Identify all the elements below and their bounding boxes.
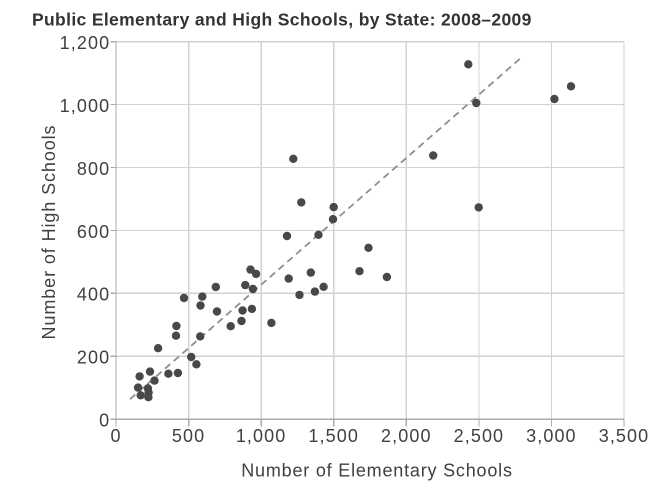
- svg-text:800: 800: [77, 159, 110, 179]
- svg-text:1,000: 1,000: [60, 96, 111, 116]
- svg-text:1,200: 1,200: [60, 33, 111, 53]
- svg-text:Number of High Schools: Number of High Schools: [39, 125, 59, 340]
- svg-text:3,500: 3,500: [599, 426, 650, 446]
- svg-text:0: 0: [99, 411, 110, 431]
- svg-text:600: 600: [77, 222, 110, 242]
- svg-text:3,000: 3,000: [526, 426, 577, 446]
- svg-text:1,500: 1,500: [308, 426, 359, 446]
- svg-text:2,500: 2,500: [454, 426, 505, 446]
- svg-text:2,000: 2,000: [381, 426, 432, 446]
- svg-text:1,000: 1,000: [236, 426, 287, 446]
- svg-text:Public Elementary and High Sch: Public Elementary and High Schools, by S…: [32, 10, 532, 30]
- svg-text:500: 500: [172, 426, 205, 446]
- svg-text:200: 200: [77, 348, 110, 368]
- svg-text:400: 400: [77, 285, 110, 305]
- svg-text:0: 0: [110, 426, 121, 446]
- svg-text:Number of Elementary Schools: Number of Elementary Schools: [241, 461, 513, 481]
